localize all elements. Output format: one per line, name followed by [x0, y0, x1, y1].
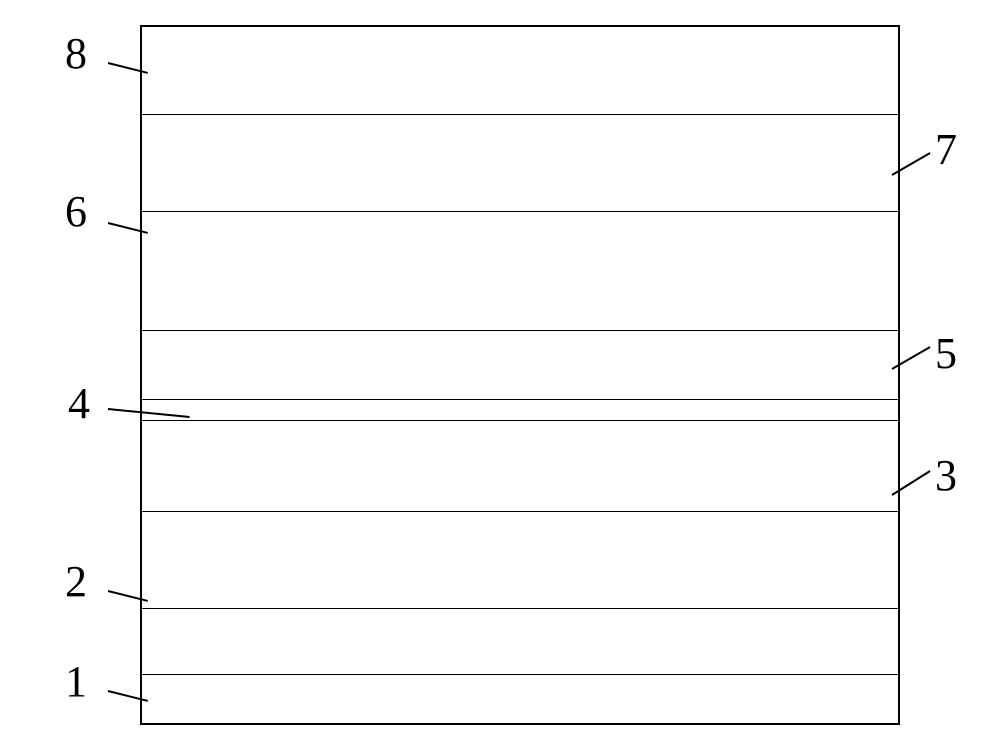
layer-7: [142, 114, 898, 211]
diagram-box: [140, 25, 900, 725]
label-2: 2: [65, 560, 87, 604]
label-7: 7: [935, 128, 957, 172]
layer-1: [142, 608, 898, 674]
label-5: 5: [935, 332, 957, 376]
layer-2: [142, 511, 898, 608]
label-4: 4: [68, 382, 90, 426]
layer-4: [142, 399, 898, 420]
layer-0: [142, 674, 898, 723]
label-6: 6: [65, 190, 87, 234]
label-1: 1: [65, 660, 87, 704]
label-8: 8: [65, 32, 87, 76]
label-3: 3: [935, 454, 957, 498]
layer-3: [142, 420, 898, 510]
layer-6: [142, 211, 898, 329]
layer-8: [142, 27, 898, 114]
layer-5: [142, 330, 898, 400]
